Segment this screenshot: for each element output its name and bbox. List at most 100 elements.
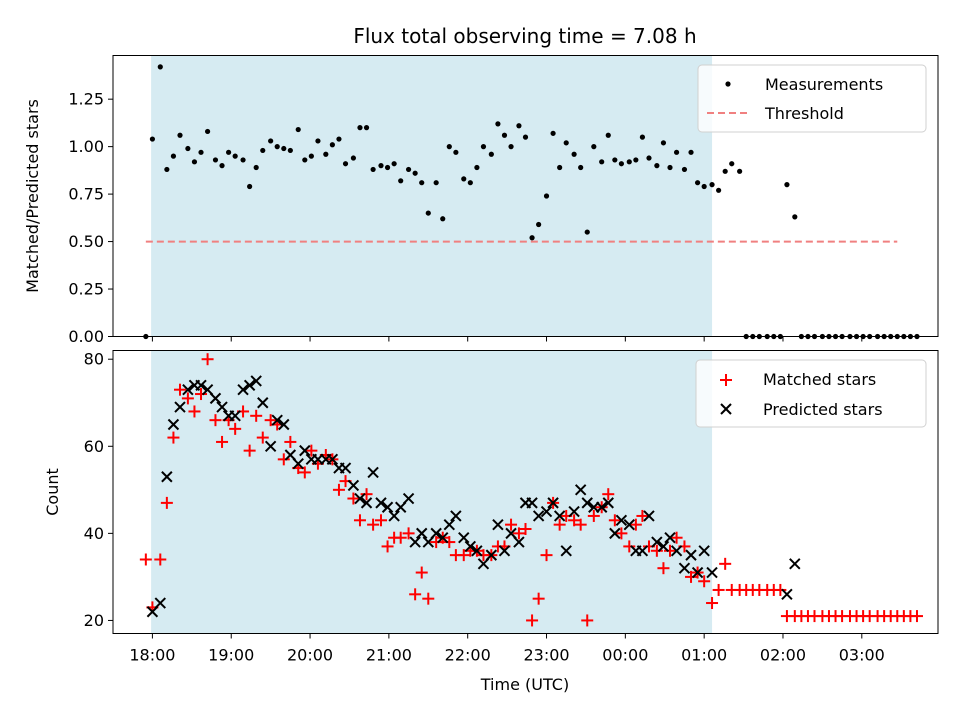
measurement-point: [302, 157, 308, 163]
measurement-point: [550, 130, 556, 136]
predicted-star-point: [685, 549, 697, 561]
predicted-star-point: [458, 532, 470, 544]
predicted-star-point: [271, 414, 283, 426]
predicted-star-point: [216, 401, 228, 413]
measurement-point: [474, 164, 480, 171]
predicted-star-point: [182, 383, 194, 396]
predicted-star-point: [602, 497, 614, 509]
matched-star-point: [650, 544, 663, 557]
matched-star-point: [250, 409, 263, 422]
matched-star-point: [243, 444, 256, 457]
top-y-axis: 0.00 0.25 0.50 0.75 1.00 1.25: [68, 90, 113, 346]
bottom-x-tick-label: 23:00: [523, 646, 569, 665]
predicted-star-point: [430, 527, 442, 540]
predicted-star-point: [167, 418, 180, 431]
measurement-point: [709, 182, 715, 188]
measurement-point: [149, 136, 156, 142]
measurement-point: [591, 144, 597, 150]
predicted-star-point: [485, 549, 498, 561]
x-axis-label: Time (UTC): [480, 675, 569, 694]
matched-star-point: [657, 562, 670, 575]
measurement-point: [729, 161, 735, 167]
top-y-tick-label: 1.00: [68, 137, 104, 156]
matched-star-point: [698, 575, 711, 588]
top-axes-frame: [112, 55, 939, 337]
legend-predicted-marker: [720, 403, 732, 415]
measurement-point: [398, 178, 404, 184]
predicted-star-point: [347, 479, 360, 492]
legend-measurements-marker: [725, 81, 731, 87]
measurement-point: [722, 168, 728, 174]
measurement-point: [599, 159, 605, 165]
measurement-point: [557, 164, 563, 171]
predicted-star-point: [278, 418, 290, 431]
predicted-star-point: [437, 532, 449, 544]
measurement-point: [425, 210, 431, 216]
measurement-point: [784, 182, 790, 188]
measurement-point: [336, 136, 342, 142]
predicted-star-point: [547, 497, 559, 509]
measurement-point: [350, 155, 357, 161]
matched-star-point: [629, 518, 642, 531]
matched-star-point: [360, 488, 373, 501]
measurement-point: [157, 64, 163, 70]
matched-star-point: [394, 531, 407, 544]
matched-star-point: [402, 527, 415, 540]
measurement-point: [639, 134, 646, 140]
measurement-point: [543, 193, 550, 199]
matched-star-point: [188, 405, 201, 418]
predicted-star-point: [498, 545, 511, 557]
bottom-x-tick-label: 18:00: [129, 646, 175, 665]
measurement-point: [219, 163, 225, 169]
bottom-y-tick-label: 80: [84, 350, 104, 369]
matched-star-point: [154, 553, 167, 566]
bottom-x-tick-label: 19:00: [208, 646, 254, 665]
measurement-point: [446, 144, 452, 150]
measurement-point: [480, 144, 487, 150]
matched-star-point: [553, 518, 566, 531]
measurement-point: [323, 151, 329, 157]
predicted-star-point: [409, 536, 421, 548]
measurement-point: [405, 166, 412, 173]
bottom-x-tick-label: 02:00: [760, 646, 806, 665]
measurement-point: [185, 145, 191, 152]
bottom-y-tick-label: 60: [84, 437, 104, 456]
predicted-star-point: [623, 518, 635, 531]
legend-threshold-label: Threshold: [764, 104, 844, 123]
matched-star-point: [298, 466, 311, 479]
predicted-star-point: [229, 410, 241, 422]
measurement-point: [461, 176, 467, 182]
measurement-point: [716, 187, 722, 193]
measurement-point: [308, 153, 314, 159]
chart-title: Flux total observing time = 7.08 h: [353, 24, 696, 48]
matched-star-point: [587, 509, 600, 522]
measurement-point: [378, 163, 384, 169]
top-y-tick-label: 0.50: [68, 232, 104, 251]
measurement-point: [370, 166, 376, 173]
bottom-axes-frame: [112, 350, 939, 634]
matched-star-point: [615, 527, 628, 540]
measurement-point: [384, 164, 391, 171]
measurement-point: [522, 134, 529, 140]
measurement-point: [315, 138, 321, 144]
predicted-star-point: [706, 566, 718, 579]
measurement-point: [529, 235, 535, 241]
matched-star-point: [374, 514, 387, 527]
predicted-star-point: [326, 453, 339, 466]
predicted-star-point: [609, 527, 621, 540]
predicted-star-point: [299, 444, 311, 457]
matched-star-point: [574, 518, 587, 531]
predicted-star-point: [360, 497, 373, 509]
top-observing-window: [151, 55, 713, 337]
bottom-x-tick-label: 03:00: [839, 646, 885, 665]
measurement-point: [198, 149, 204, 155]
measurement-point: [240, 157, 246, 163]
predicted-star-point: [195, 379, 207, 392]
predicted-star-point: [678, 562, 691, 574]
measurement-point: [391, 161, 397, 167]
matched-star-point: [367, 518, 380, 531]
measurement-point: [281, 145, 287, 152]
matched-star-point: [353, 514, 366, 527]
predicted-star-point: [174, 401, 186, 413]
